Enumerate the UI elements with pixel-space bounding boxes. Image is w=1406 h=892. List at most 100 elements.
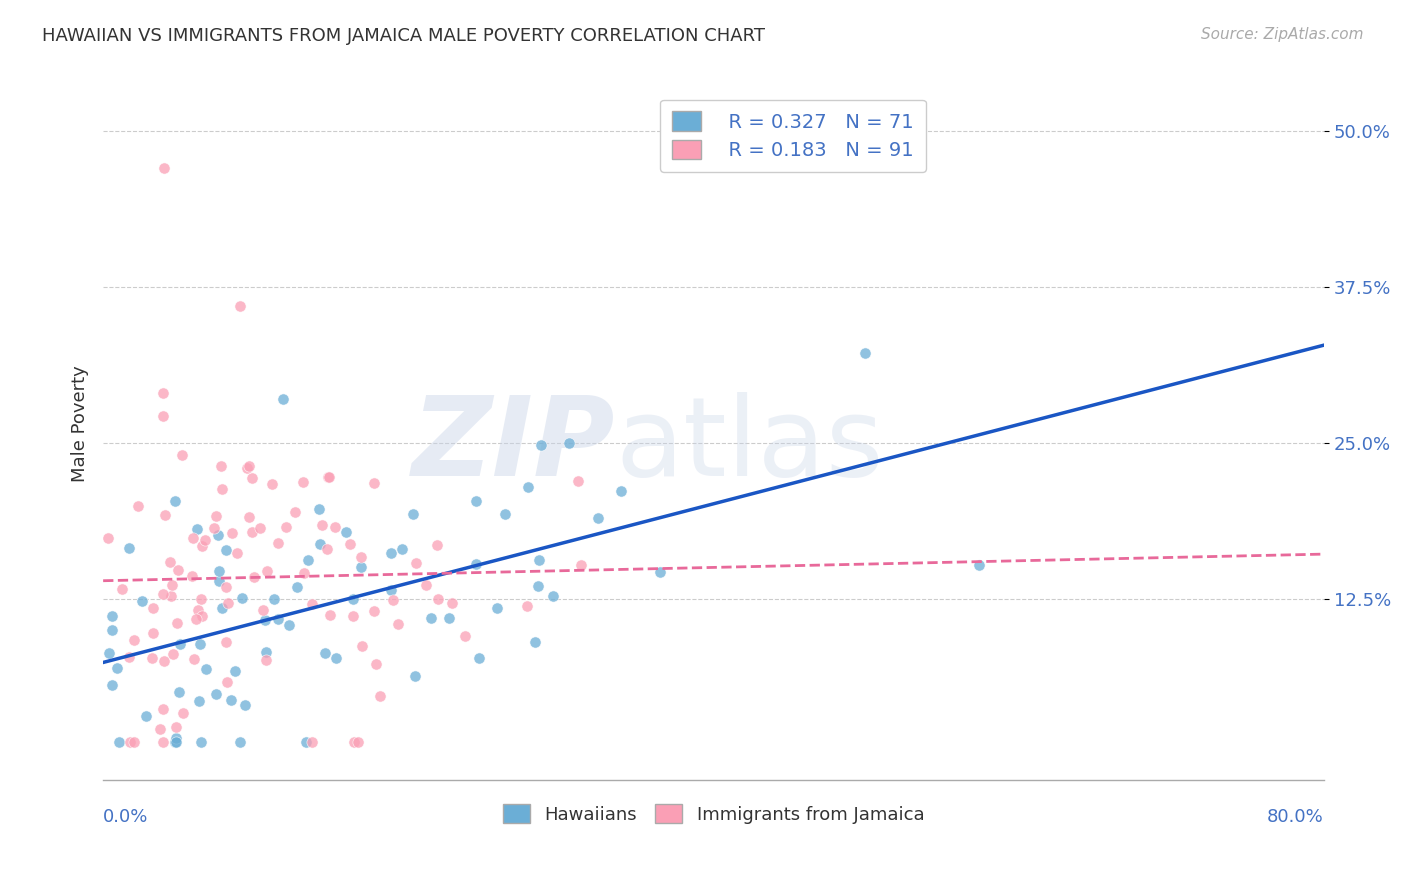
Point — [335, 525, 357, 540]
Point — [205, 509, 228, 524]
Point — [152, 702, 174, 716]
Point — [309, 537, 332, 551]
Point — [215, 675, 238, 690]
Point — [454, 629, 477, 643]
Point — [153, 508, 176, 523]
Point — [342, 609, 364, 624]
Point — [308, 502, 330, 516]
Point — [380, 582, 402, 597]
Point — [165, 493, 187, 508]
Point — [610, 483, 633, 498]
Point — [284, 505, 307, 519]
Point — [167, 563, 190, 577]
Point — [118, 735, 141, 749]
Point — [214, 580, 236, 594]
Point — [122, 735, 145, 749]
Point — [465, 494, 488, 508]
Point — [111, 582, 134, 597]
Point — [163, 735, 186, 749]
Point — [100, 623, 122, 637]
Point — [297, 553, 319, 567]
Point — [276, 519, 298, 533]
Point — [165, 731, 187, 746]
Point — [260, 476, 283, 491]
Point — [318, 470, 340, 484]
Point — [166, 616, 188, 631]
Point — [183, 652, 205, 666]
Point — [249, 521, 271, 535]
Point — [346, 735, 368, 749]
Point — [527, 552, 550, 566]
Point — [318, 607, 340, 622]
Point — [254, 652, 277, 666]
Point — [530, 437, 553, 451]
Point — [278, 618, 301, 632]
Point — [352, 639, 374, 653]
Point — [118, 541, 141, 555]
Point — [267, 536, 290, 550]
Point — [252, 603, 274, 617]
Point — [152, 735, 174, 749]
Point — [190, 591, 212, 606]
Point — [187, 694, 209, 708]
Point — [141, 651, 163, 665]
Point — [152, 587, 174, 601]
Point — [118, 649, 141, 664]
Point — [152, 654, 174, 668]
Point — [382, 593, 405, 607]
Point — [101, 678, 124, 692]
Point — [226, 546, 249, 560]
Point — [339, 537, 361, 551]
Point — [486, 601, 509, 615]
Point — [267, 612, 290, 626]
Point — [142, 601, 165, 615]
Point — [208, 564, 231, 578]
Point — [363, 476, 385, 491]
Point — [152, 386, 174, 401]
Point — [238, 458, 260, 473]
Point — [236, 461, 259, 475]
Point — [205, 687, 228, 701]
Point — [285, 580, 308, 594]
Point — [190, 735, 212, 749]
Point — [402, 507, 425, 521]
Point — [165, 735, 187, 749]
Point — [517, 480, 540, 494]
Point — [172, 448, 194, 462]
Point — [217, 596, 239, 610]
Point — [516, 599, 538, 613]
Point — [467, 651, 489, 665]
Y-axis label: Male Poverty: Male Poverty — [72, 366, 89, 483]
Point — [420, 611, 443, 625]
Point — [342, 591, 364, 606]
Point — [370, 690, 392, 704]
Point — [195, 662, 218, 676]
Point — [100, 608, 122, 623]
Text: 0.0%: 0.0% — [103, 808, 149, 826]
Point — [194, 533, 217, 548]
Text: ZIP: ZIP — [412, 392, 616, 499]
Point — [526, 579, 548, 593]
Point — [107, 735, 129, 749]
Point — [494, 508, 516, 522]
Point — [404, 669, 426, 683]
Point — [231, 591, 253, 606]
Point — [167, 684, 190, 698]
Point — [426, 538, 449, 552]
Point — [364, 657, 387, 671]
Point — [229, 735, 252, 749]
Point — [256, 565, 278, 579]
Point — [190, 609, 212, 624]
Point — [253, 613, 276, 627]
Text: atlas: atlas — [616, 392, 884, 499]
Point — [650, 565, 672, 579]
Point — [221, 526, 243, 541]
Text: 80.0%: 80.0% — [1267, 808, 1324, 826]
Point — [391, 542, 413, 557]
Point — [541, 589, 564, 603]
Text: HAWAIIAN VS IMMIGRANTS FROM JAMAICA MALE POVERTY CORRELATION CHART: HAWAIIAN VS IMMIGRANTS FROM JAMAICA MALE… — [42, 27, 765, 45]
Point — [240, 524, 263, 539]
Point — [186, 611, 208, 625]
Point — [149, 722, 172, 736]
Point — [464, 558, 486, 572]
